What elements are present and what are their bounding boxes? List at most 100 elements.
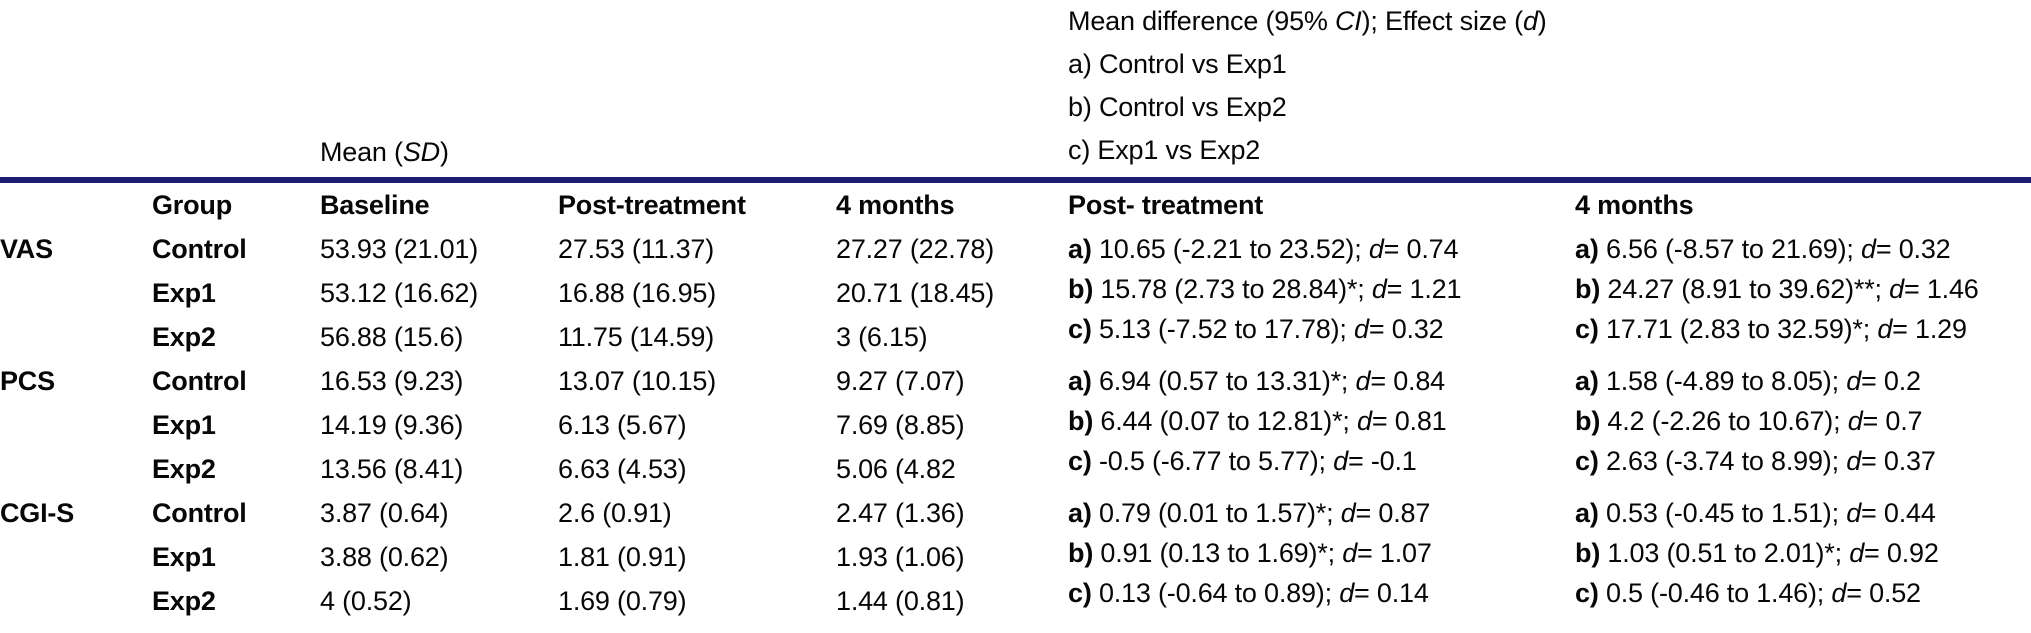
mean-cell: 2.6 (0.91) bbox=[558, 497, 672, 528]
group-label: Exp1 bbox=[152, 277, 216, 308]
mean-cell: 16.88 (16.95) bbox=[558, 277, 717, 308]
effect-size-d: d bbox=[1333, 446, 1348, 476]
diff-line: a) 10.65 (-2.21 to 23.52); d= 0.74 bbox=[1068, 229, 1575, 269]
effect-size-value: = -0.1 bbox=[1348, 446, 1417, 476]
effect-size-value: = 0.32 bbox=[1875, 234, 1951, 264]
diff-title-pre: Mean difference (95% bbox=[1068, 6, 1335, 36]
diff-title-mid: ); Effect size ( bbox=[1361, 6, 1524, 36]
effect-size-d: d bbox=[1339, 578, 1355, 608]
diff-cell-4months: a) 6.56 (-8.57 to 21.69); d= 0.32 b) 24.… bbox=[1575, 227, 2031, 359]
diff-value: 0.91 (0.13 to 1.69)*; bbox=[1093, 538, 1343, 568]
effect-size-value: = 0.92 bbox=[1864, 538, 1939, 568]
diff-line: b) 24.27 (8.91 to 39.62)**; d= 1.46 bbox=[1575, 269, 2031, 309]
diff-value: 4.2 (-2.26 to 10.67); bbox=[1600, 406, 1848, 436]
spacer-cell bbox=[0, 180, 152, 227]
mean-cell: 3.87 (0.64) bbox=[320, 497, 449, 528]
diff-line: b) 6.44 (0.07 to 12.81)*; d= 0.81 bbox=[1068, 401, 1575, 441]
diff-title-ci: CI bbox=[1335, 6, 1362, 36]
effect-size-value: = 0.32 bbox=[1368, 314, 1444, 344]
diff-cell-post: a) 6.94 (0.57 to 13.31)*; d= 0.84 b) 6.4… bbox=[1068, 359, 1575, 491]
mean-cell: 2.47 (1.36) bbox=[836, 497, 965, 528]
mean-cell: 20.71 (18.45) bbox=[836, 277, 995, 308]
diff-line: b) 0.91 (0.13 to 1.69)*; d= 1.07 bbox=[1068, 533, 1575, 573]
mean-cell: 3.88 (0.62) bbox=[320, 541, 449, 572]
mean-cell: 13.56 (8.41) bbox=[320, 453, 464, 484]
effect-size-d: d bbox=[1889, 274, 1904, 304]
diff-line: c) 0.5 (-0.46 to 1.46); d= 0.52 bbox=[1575, 573, 2031, 613]
group-label: Control bbox=[152, 365, 247, 396]
effect-size-d: d bbox=[1846, 446, 1862, 476]
group-label: Control bbox=[152, 497, 247, 528]
effect-size-value: = 0.87 bbox=[1355, 498, 1431, 528]
diff-value: 24.27 (8.91 to 39.62)**; bbox=[1600, 274, 1890, 304]
diff-line: b) 15.78 (2.73 to 28.84)*; d= 1.21 bbox=[1068, 269, 1575, 309]
effect-size-d: d bbox=[1371, 274, 1387, 304]
mean-cell: 9.27 (7.07) bbox=[836, 365, 965, 396]
diff-line: a) 0.53 (-0.45 to 1.51); d= 0.44 bbox=[1575, 493, 2031, 533]
table-row: Exp2 4 (0.52) 1.69 (0.79) 1.44 (0.81) bbox=[0, 579, 2031, 623]
effect-size-d: d bbox=[1355, 366, 1371, 396]
mean-cell: 56.88 (15.6) bbox=[320, 321, 464, 352]
mean-cell: 1.69 (0.79) bbox=[558, 585, 687, 616]
effect-size-d: d bbox=[1368, 234, 1384, 264]
diff-line: b) 4.2 (-2.26 to 10.67); d= 0.7 bbox=[1575, 401, 2031, 441]
diff-value: 6.44 (0.07 to 12.81)*; bbox=[1093, 406, 1358, 436]
effect-size-value: = 0.84 bbox=[1370, 366, 1445, 396]
diff-line: c) 17.71 (2.83 to 32.59)*; d= 1.29 bbox=[1575, 309, 2031, 349]
comparison-prefix: b) bbox=[1068, 274, 1094, 304]
diff-line: a) 6.56 (-8.57 to 21.69); d= 0.32 bbox=[1575, 229, 2031, 269]
mean-cell: 1.44 (0.81) bbox=[836, 585, 965, 616]
effect-size-d: d bbox=[1877, 314, 1893, 344]
comparison-prefix: a) bbox=[1575, 366, 1599, 396]
diff-value: 15.78 (2.73 to 28.84)*; bbox=[1093, 274, 1372, 304]
effect-size-d: d bbox=[1847, 406, 1863, 436]
mean-cell: 13.07 (10.15) bbox=[558, 365, 717, 396]
mean-sd-post: ) bbox=[439, 137, 449, 167]
table-row: VAS Control 53.93 (21.01) 27.53 (11.37) … bbox=[0, 227, 2031, 345]
comparison-prefix: b) bbox=[1575, 538, 1601, 568]
diff-value: 1.58 (-4.89 to 8.05); bbox=[1598, 366, 1847, 396]
diff-line: c) 2.63 (-3.74 to 8.99); d= 0.37 bbox=[1575, 441, 2031, 481]
mean-cell: 27.27 (22.78) bbox=[836, 233, 995, 264]
effect-size-d: d bbox=[1846, 366, 1862, 396]
comparison-line-b: b) Control vs Exp2 bbox=[1068, 92, 1287, 122]
mean-cell: 7.69 (8.85) bbox=[836, 409, 965, 440]
comparison-prefix: c) bbox=[1575, 578, 1599, 608]
mean-sd-pre: Mean ( bbox=[320, 137, 403, 167]
diff-value: 0.79 (0.01 to 1.57)*; bbox=[1091, 498, 1341, 528]
table-row: Exp2 56.88 (15.6) 11.75 (14.59) 3 (6.15) bbox=[0, 315, 2031, 359]
effect-size-d: d bbox=[1849, 538, 1865, 568]
table-row: CGI-S Control 3.87 (0.64) 2.6 (0.91) 2.4… bbox=[0, 491, 2031, 609]
diff-title: Mean difference (95% CI); Effect size (d… bbox=[1068, 0, 2031, 43]
col-header-diff-4months: 4 months bbox=[1575, 189, 1694, 220]
mean-cell: 5.06 (4.82 bbox=[836, 453, 956, 484]
diff-line: a) 1.58 (-4.89 to 8.05); d= 0.2 bbox=[1575, 361, 2031, 401]
diff-cell-4months: a) 1.58 (-4.89 to 8.05); d= 0.2 b) 4.2 (… bbox=[1575, 359, 2031, 491]
effect-size-value: = 0.37 bbox=[1861, 446, 1936, 476]
effect-size-d: d bbox=[1354, 314, 1369, 344]
comparison-prefix: b) bbox=[1575, 274, 1601, 304]
diff-header-block: Mean difference (95% CI); Effect size (d… bbox=[1068, 0, 2031, 183]
effect-size-value: = 0.44 bbox=[1861, 498, 1936, 528]
diff-value: -0.5 (-6.77 to 5.77); bbox=[1091, 446, 1334, 476]
diff-cell-4months: a) 0.53 (-0.45 to 1.51); d= 0.44 b) 1.03… bbox=[1575, 491, 2031, 623]
effect-size-d: d bbox=[1342, 538, 1358, 568]
diff-cell-post: a) 0.79 (0.01 to 1.57)*; d = 0.87 b) 0.91… bbox=[1068, 491, 1575, 623]
top-header-row: Mean (SD) Mean difference (95% CI); Effe… bbox=[0, 0, 2031, 183]
effect-size-value: = 0.74 bbox=[1383, 234, 1459, 264]
comparison-prefix: a) bbox=[1068, 498, 1092, 528]
mean-sd-italic: SD bbox=[402, 137, 440, 167]
effect-size-d: d bbox=[1846, 498, 1862, 528]
comparison-prefix: c) bbox=[1068, 446, 1092, 476]
diff-value: 0.5 (-0.46 to 1.46); bbox=[1598, 578, 1832, 608]
effect-size-value: = 1.21 bbox=[1386, 274, 1462, 304]
col-header-diff-post: Post- treatment bbox=[1068, 189, 1264, 220]
diff-value: 0.13 (-0.64 to 0.89); bbox=[1091, 578, 1340, 608]
col-header-baseline: Baseline bbox=[320, 189, 430, 220]
effect-size-value: = 1.46 bbox=[1903, 274, 1979, 304]
comparison-prefix: c) bbox=[1575, 314, 1599, 344]
table-row: Exp1 53.12 (16.62) 16.88 (16.95) 20.71 (… bbox=[0, 271, 2031, 315]
mean-cell: 4 (0.52) bbox=[320, 585, 412, 616]
